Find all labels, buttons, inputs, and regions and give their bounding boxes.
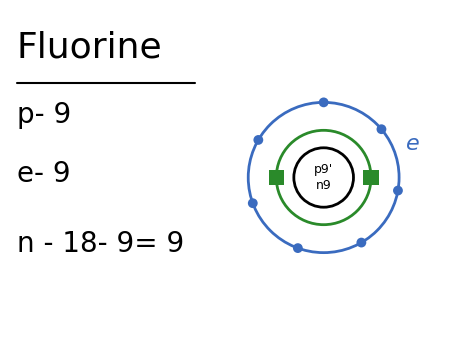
Text: n - 18- 9= 9: n - 18- 9= 9 bbox=[17, 230, 184, 258]
Text: p9': p9' bbox=[314, 163, 333, 176]
Text: p- 9: p- 9 bbox=[17, 100, 71, 129]
Ellipse shape bbox=[294, 148, 354, 207]
Ellipse shape bbox=[393, 186, 403, 196]
Ellipse shape bbox=[319, 98, 328, 107]
Text: Fluorine: Fluorine bbox=[17, 31, 163, 65]
Ellipse shape bbox=[248, 198, 258, 208]
Bar bbox=[269, 170, 284, 185]
Text: e- 9: e- 9 bbox=[17, 160, 71, 188]
Ellipse shape bbox=[254, 135, 263, 145]
Bar bbox=[363, 170, 379, 185]
Ellipse shape bbox=[293, 243, 303, 253]
Text: n9: n9 bbox=[316, 179, 331, 192]
Ellipse shape bbox=[376, 124, 386, 134]
Text: e: e bbox=[406, 135, 419, 154]
Ellipse shape bbox=[356, 238, 366, 247]
